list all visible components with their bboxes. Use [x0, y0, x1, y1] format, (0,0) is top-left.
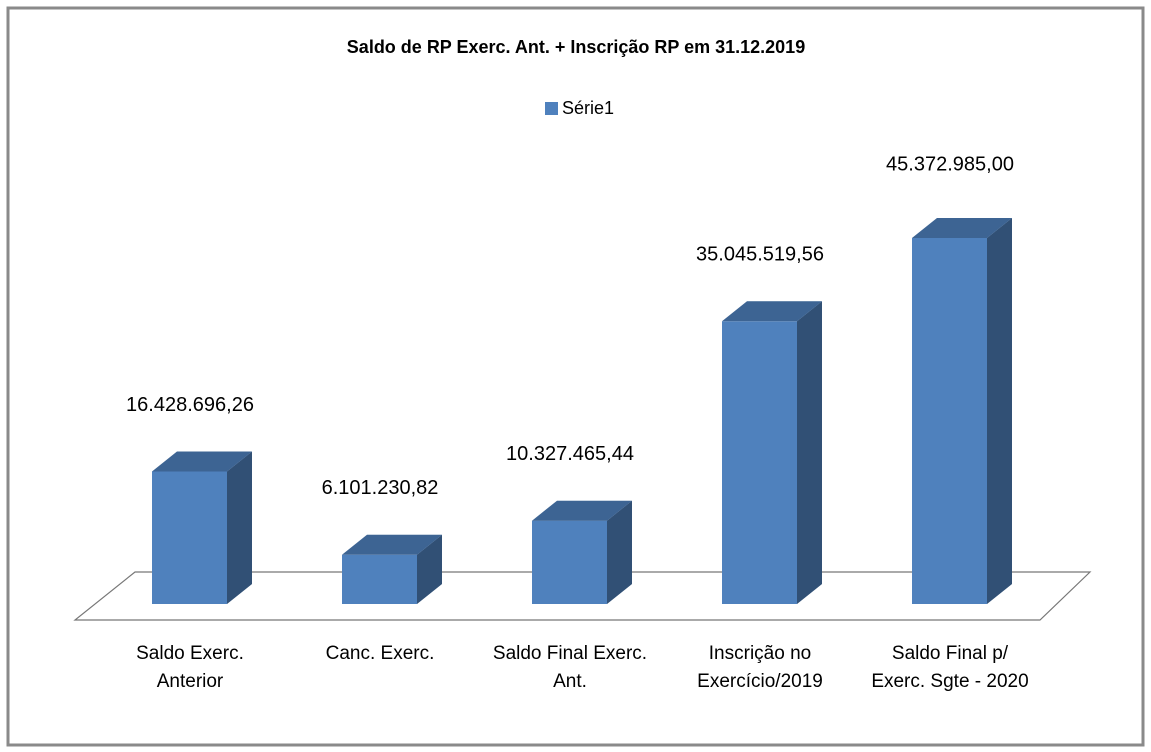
x-tick-label: Canc. Exerc.: [325, 643, 435, 664]
bar-side: [797, 301, 822, 604]
bar: [532, 500, 632, 604]
bar-top-shade: [152, 451, 252, 472]
legend-label: Série1: [562, 98, 614, 118]
bar-top: [152, 451, 252, 472]
bar-front: [722, 321, 797, 604]
chart-title: Saldo de RP Exerc. Ant. + Inscrição RP e…: [347, 37, 805, 57]
bar-side: [607, 500, 632, 604]
x-tick-label: Saldo Final p/ Exerc. Sgte - 2020: [871, 643, 1029, 692]
data-label: 6.101.230,82: [322, 477, 439, 499]
bar: [342, 534, 442, 604]
bar-side: [417, 534, 442, 604]
bar-top: [532, 500, 632, 521]
bar-side-shade: [987, 218, 1012, 604]
data-label: 35.045.519,56: [696, 244, 824, 266]
x-tick-label: Saldo Final Exerc. Ant.: [492, 643, 648, 692]
bar-top-shade: [722, 301, 822, 322]
legend-swatch: [545, 102, 558, 115]
bar-top: [912, 218, 1012, 238]
bar: [152, 451, 252, 604]
bar-top-shade: [912, 218, 1012, 238]
bar-front: [342, 554, 417, 604]
data-label: 16.428.696,26: [126, 394, 254, 416]
bar-top-shade: [342, 534, 442, 555]
bar-top: [722, 301, 822, 322]
x-tick-label: Inscrição no Exercício/2019: [697, 643, 823, 692]
x-tick-label: Saldo Exerc. Anterior: [136, 643, 244, 692]
data-label: 10.327.465,44: [506, 443, 634, 465]
bar: [912, 218, 1012, 604]
bar-front: [532, 520, 607, 604]
bar: [722, 301, 822, 604]
bar-side: [987, 218, 1012, 604]
bar-top: [342, 534, 442, 555]
bar-front: [152, 471, 227, 604]
bar-side: [227, 451, 252, 604]
floor: [73, 571, 1092, 621]
bar-side-shade: [227, 451, 252, 604]
bar-side-shade: [797, 301, 822, 604]
bar-top-shade: [532, 500, 632, 521]
bar-side-shade: [607, 500, 632, 604]
data-label: 45.372.985,00: [886, 153, 1014, 175]
bar-side-shade: [417, 534, 442, 604]
bar-front: [912, 238, 987, 604]
